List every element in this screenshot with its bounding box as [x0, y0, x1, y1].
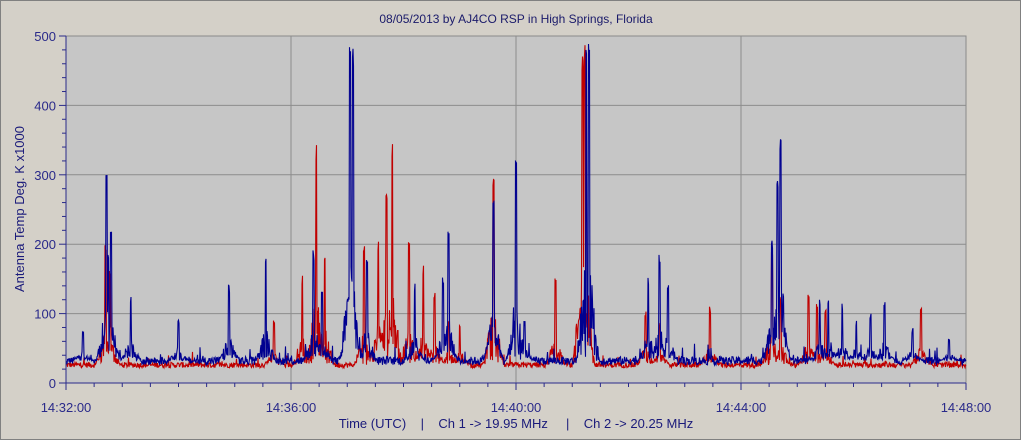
y-axis-title: Antenna Temp Deg. K x1000 [12, 126, 27, 292]
y-tick-label: 400 [34, 98, 56, 113]
series-layer [65, 43, 967, 370]
x-tick-label: 14:44:00 [716, 400, 767, 415]
x-tick-label: 14:48:00 [941, 400, 992, 415]
x-axis-title: Time (UTC) | Ch 1 -> 19.95 MHz | Ch 2 ->… [339, 416, 693, 431]
axes: 0 100 200 300 400 500 14:32:00 14:36:00 14:40:00… [34, 29, 991, 415]
chart-title: 08/05/2013 by AJ4CO RSP in High Springs,… [379, 12, 653, 26]
x-tick-label: 14:32:00 [41, 400, 92, 415]
y-tick-label: 300 [34, 168, 56, 183]
y-tick-label: 200 [34, 237, 56, 252]
series-line [65, 43, 967, 368]
x-tick-label: 14:36:00 [266, 400, 317, 415]
y-tick-label: 0 [49, 376, 56, 391]
y-tick-label: 500 [34, 29, 56, 44]
y-tick-label: 100 [34, 307, 56, 322]
x-tick-label: 14:40:00 [491, 400, 542, 415]
